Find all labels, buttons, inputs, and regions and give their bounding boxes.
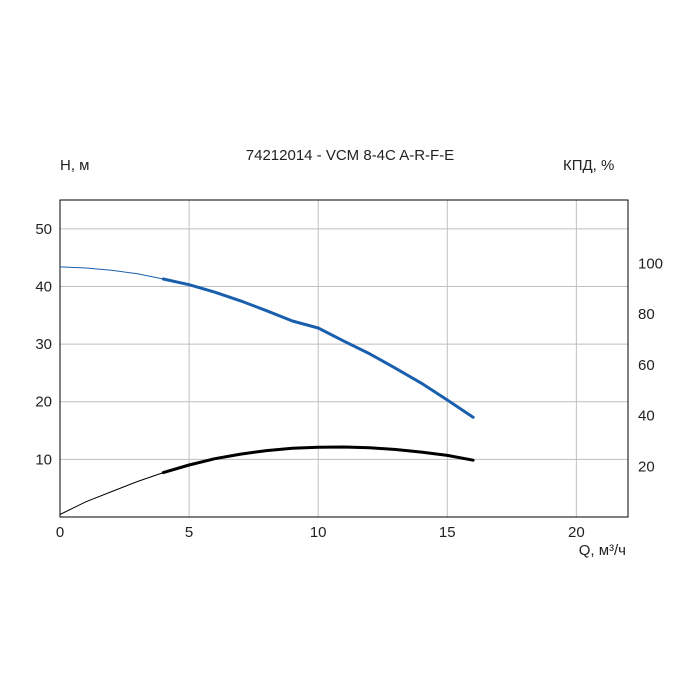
series-lines: [59, 266, 475, 515]
y-tick-label: 50: [35, 221, 52, 238]
head-curve-thin: [59, 266, 164, 280]
y2-tick-label: 80: [638, 306, 655, 323]
x-axis-label: Q, м³/ч: [579, 542, 626, 559]
efficiency-curve-operating: [161, 445, 475, 475]
y2-tick-label: 60: [638, 357, 655, 374]
y2-tick-label: 40: [638, 408, 655, 425]
chart-title: 74212014 - VCM 8-4C A-R-F-E: [245, 147, 455, 164]
y-axis-label-efficiency: КПД, %: [563, 157, 615, 174]
x-tick-label: 0: [56, 524, 64, 541]
efficiency-curve-thin: [59, 472, 164, 515]
x-tick-labels: 0 5 10 15 20: [56, 524, 585, 541]
y2-tick-label: 20: [638, 458, 655, 475]
plot-area-frame: [59, 199, 629, 518]
x-tick-label: 10: [310, 524, 327, 541]
y2-tick-labels: 20 40 60 80 100: [638, 255, 663, 475]
y-tick-label: 40: [35, 278, 52, 295]
y-tick-label: 30: [35, 336, 52, 353]
x-tick-label: 15: [439, 524, 456, 541]
y-tick-label: 20: [35, 394, 52, 411]
x-tick-label: 5: [185, 524, 193, 541]
y-axis-label-head: H, м: [60, 157, 90, 174]
y2-tick-label: 100: [638, 255, 663, 272]
head-curve-operating: [161, 277, 475, 419]
x-tick-label: 20: [568, 524, 585, 541]
grid-lines: [60, 200, 628, 517]
y-tick-labels: 10 20 30 40 50: [35, 221, 52, 469]
y-tick-label: 10: [35, 451, 52, 468]
